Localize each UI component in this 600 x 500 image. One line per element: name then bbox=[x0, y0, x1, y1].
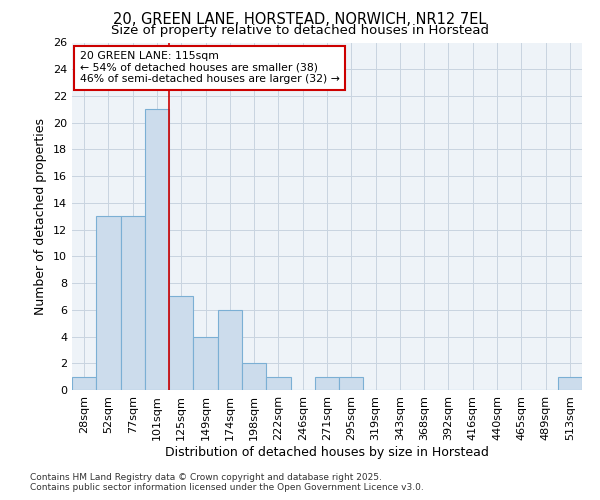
Bar bbox=[169, 296, 193, 390]
Bar bbox=[218, 310, 242, 390]
Bar bbox=[339, 376, 364, 390]
X-axis label: Distribution of detached houses by size in Horstead: Distribution of detached houses by size … bbox=[165, 446, 489, 458]
Bar bbox=[121, 216, 145, 390]
Text: 20, GREEN LANE, HORSTEAD, NORWICH, NR12 7EL: 20, GREEN LANE, HORSTEAD, NORWICH, NR12 … bbox=[113, 12, 487, 28]
Y-axis label: Number of detached properties: Number of detached properties bbox=[34, 118, 47, 315]
Text: Contains HM Land Registry data © Crown copyright and database right 2025.
Contai: Contains HM Land Registry data © Crown c… bbox=[30, 473, 424, 492]
Bar bbox=[315, 376, 339, 390]
Bar bbox=[72, 376, 96, 390]
Bar bbox=[242, 364, 266, 390]
Bar bbox=[558, 376, 582, 390]
Bar bbox=[266, 376, 290, 390]
Bar bbox=[145, 110, 169, 390]
Bar bbox=[193, 336, 218, 390]
Bar bbox=[96, 216, 121, 390]
Text: 20 GREEN LANE: 115sqm
← 54% of detached houses are smaller (38)
46% of semi-deta: 20 GREEN LANE: 115sqm ← 54% of detached … bbox=[80, 51, 340, 84]
Text: Size of property relative to detached houses in Horstead: Size of property relative to detached ho… bbox=[111, 24, 489, 37]
